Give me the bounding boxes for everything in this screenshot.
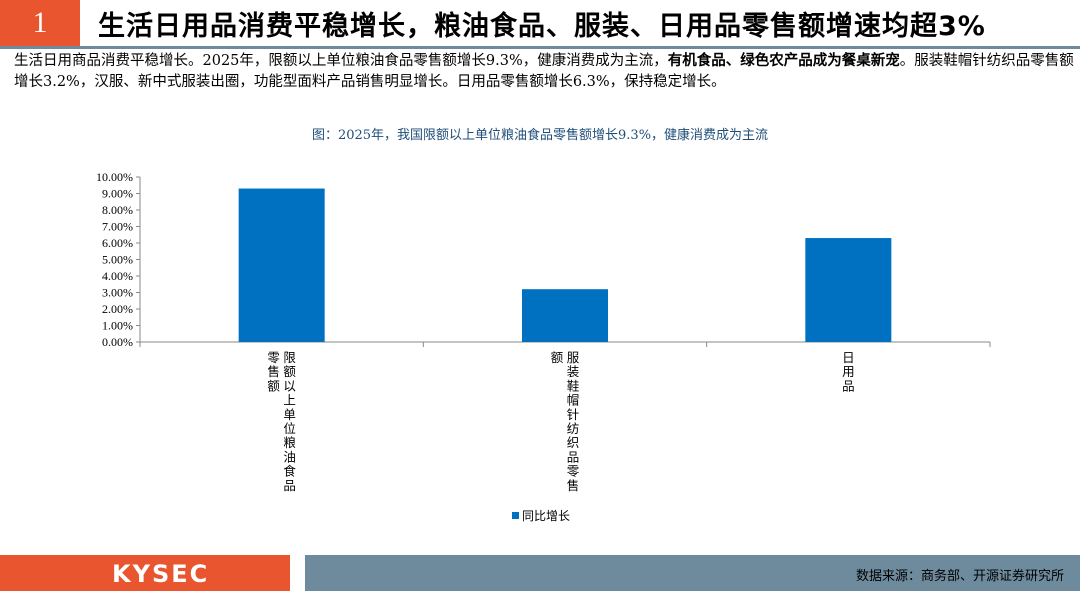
legend-swatch — [512, 512, 519, 519]
footer-source-bar — [305, 555, 1080, 591]
bar-chart: 0.00% 1.00% 2.00% 3.00% 4.00% 5.00% 6.00% 7.00%… — [96, 170, 991, 523]
y-tick-label: 3.00% — [102, 286, 133, 300]
y-tick-label: 7.00% — [102, 220, 133, 234]
slide-title: 生活日用品消费平稳增长，粮油食品、服装、日用品零售额增速均超3% — [98, 10, 986, 42]
figure-title: 图：2025年，我国限额以上单位粮油食品零售额增长9.3%，健康消费成为主流 — [311, 128, 769, 143]
y-tick-label: 4.00% — [102, 269, 133, 283]
y-tick-label: 0.00% — [102, 335, 133, 349]
y-tick-label: 1.00% — [102, 319, 133, 333]
kysec-logo: KYSEC — [112, 560, 210, 588]
y-tick-label: 9.00% — [102, 187, 133, 201]
bar-2 — [522, 289, 608, 342]
footer-brand-bar — [0, 555, 290, 591]
bar-3 — [805, 238, 892, 342]
summary-paragraph: 生活日用商品消费平稳增长。2025年，限额以上单位粮油食品零售额增长9.3%，健… — [14, 50, 1074, 93]
y-tick-label: 8.00% — [102, 203, 133, 217]
y-tick-label: 10.00% — [96, 170, 133, 184]
x-category-label: 限额以上单位粮油食品零售额 — [267, 350, 296, 493]
paragraph-text-1: 生活日用商品消费平稳增长。2025年，限额以上单位粮油食品零售额增长9.3%，健… — [14, 53, 668, 69]
header-divider — [0, 46, 1080, 49]
data-source: 数据来源：商务部、开源证券研究所 — [855, 569, 1064, 584]
y-tick-label: 5.00% — [102, 253, 133, 267]
paragraph-text-2: 。服装鞋帽针纺织品零售额增长3.2%，汉服、新中式服装出圈，功能型面料产品销售明… — [14, 53, 1074, 90]
bar-1 — [238, 188, 325, 342]
x-category-label: 日用品 — [842, 350, 855, 393]
legend-label: 同比增长 — [522, 509, 570, 523]
y-tick-label: 6.00% — [102, 236, 133, 250]
section-number: 1 — [0, 0, 80, 46]
y-tick-label: 2.00% — [102, 302, 133, 316]
x-category-label: 服装鞋帽针纺织品零售额 — [551, 350, 580, 493]
paragraph-bold-text: 有机食品、绿色农产品成为餐桌新宠 — [667, 52, 900, 69]
